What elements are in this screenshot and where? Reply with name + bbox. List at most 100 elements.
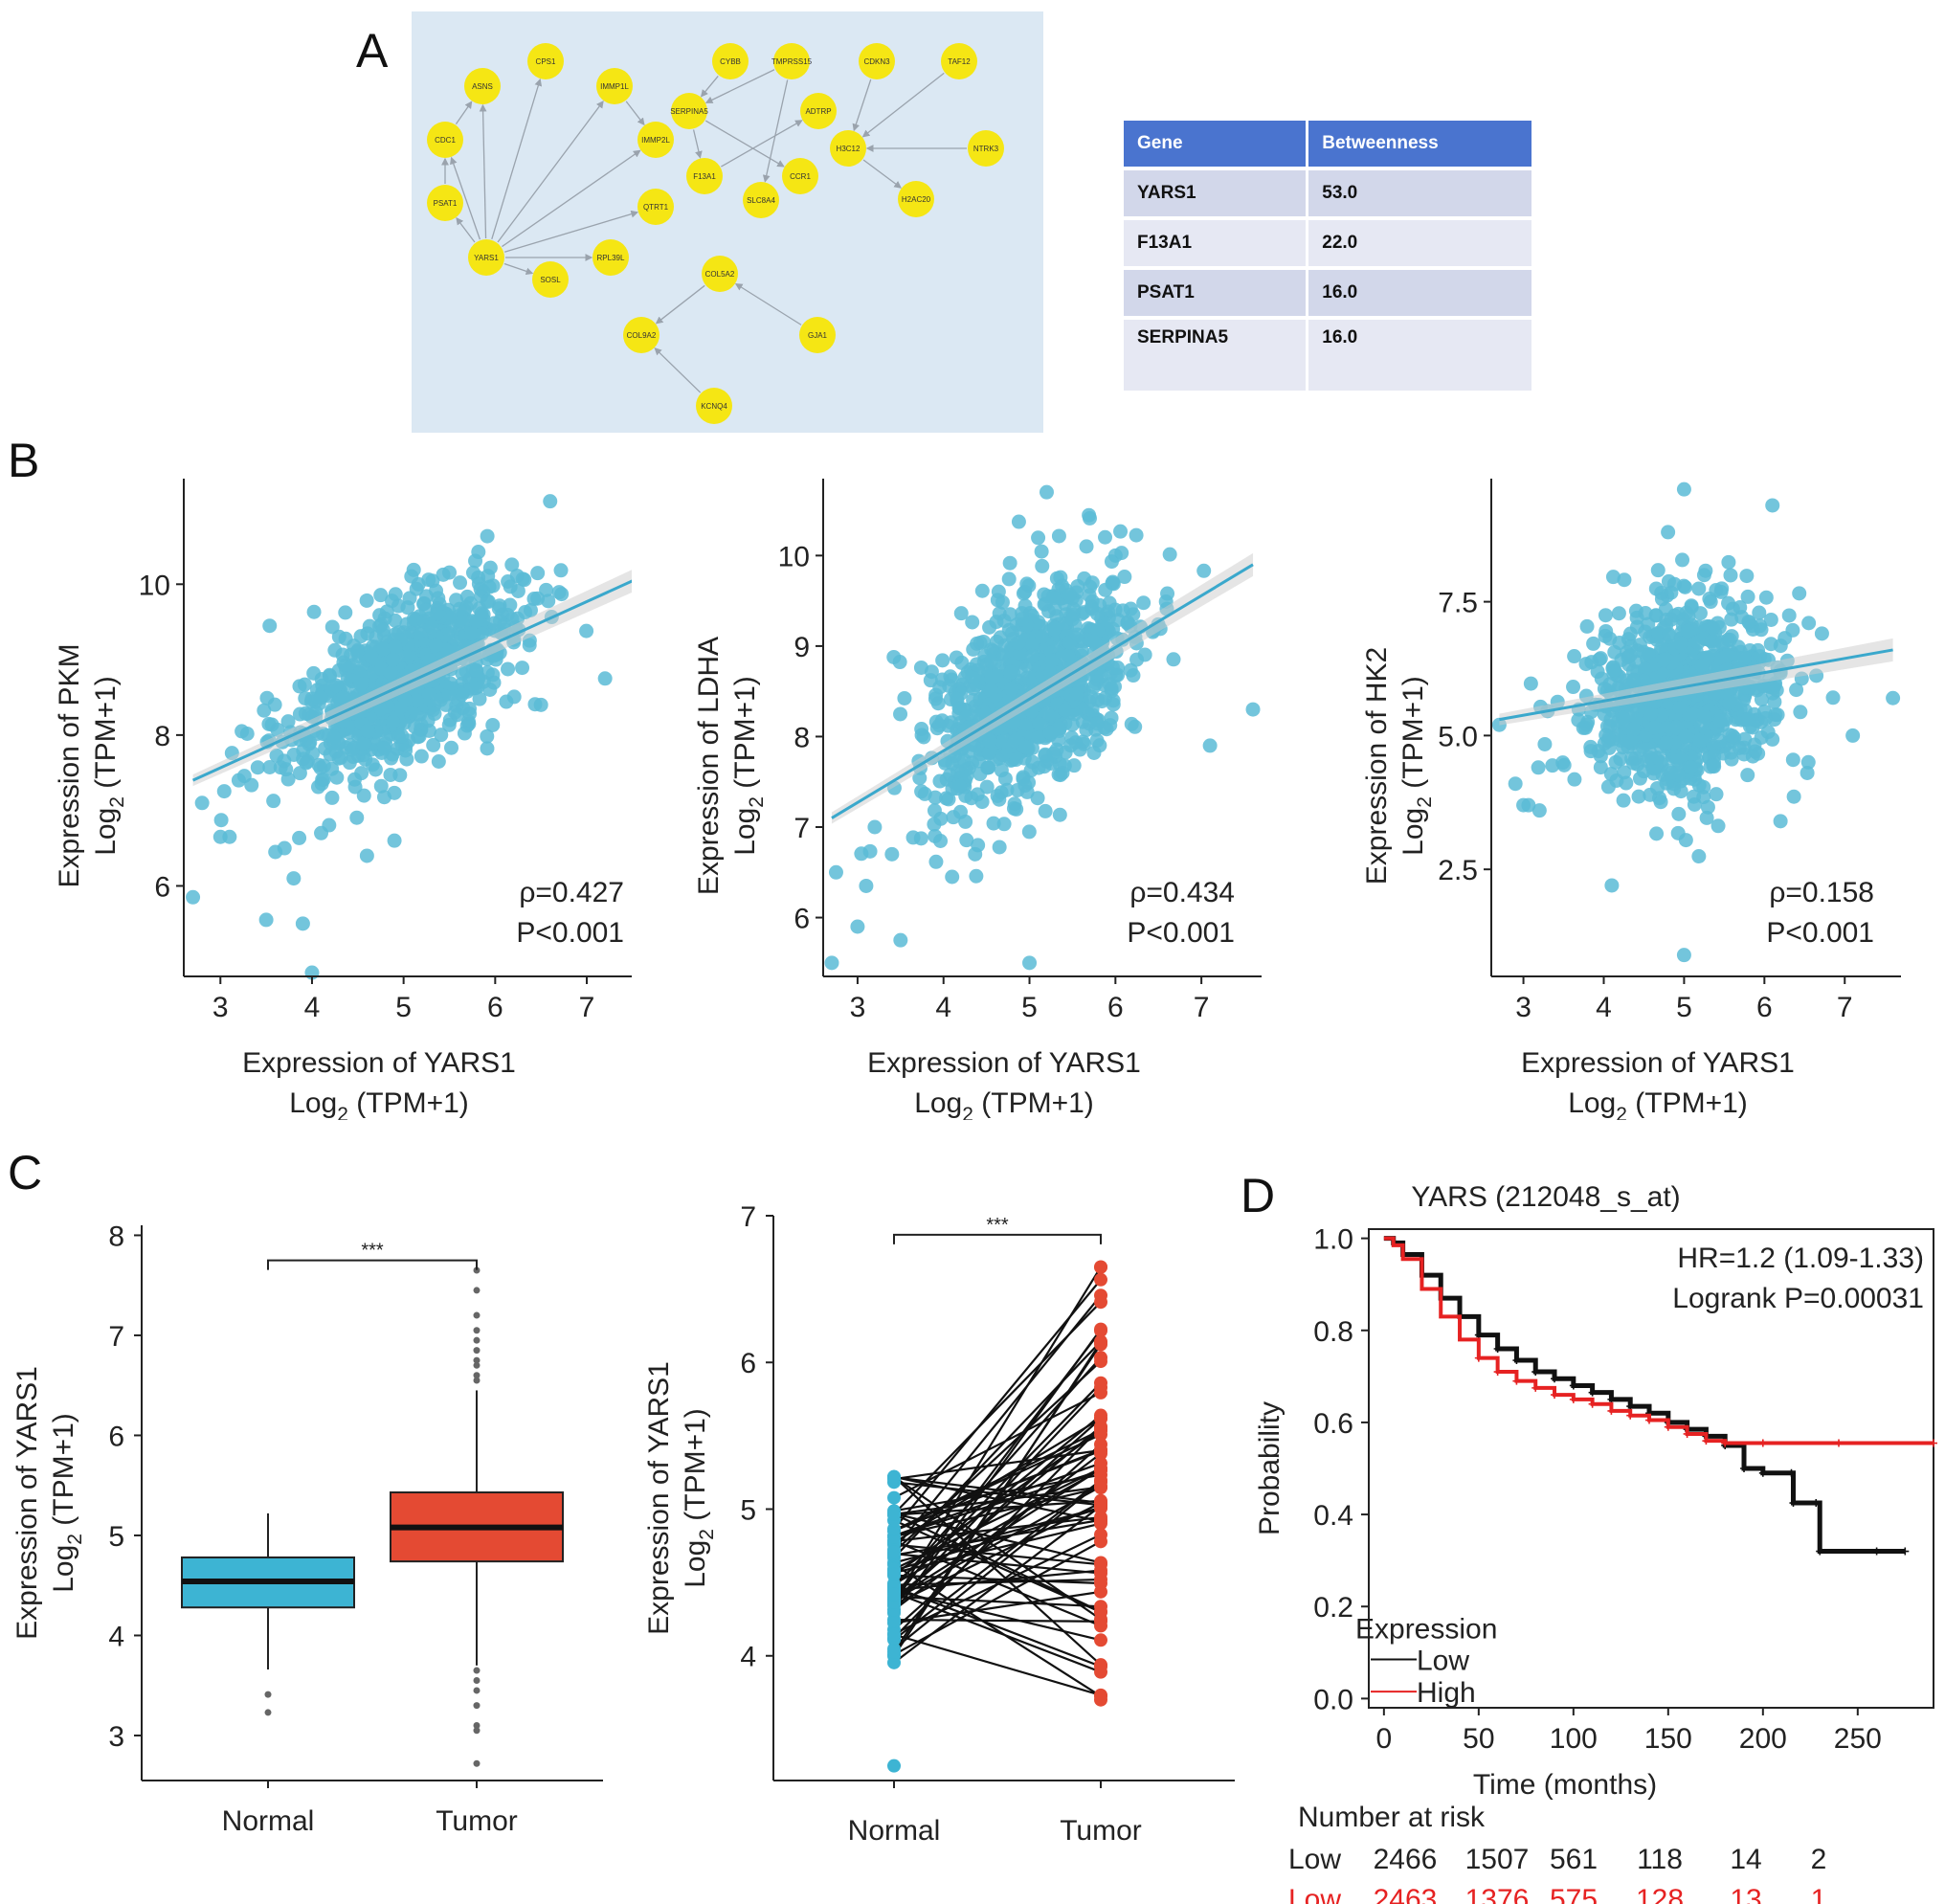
scatter-point <box>952 778 968 794</box>
scatter-point <box>1706 620 1721 636</box>
scatter-point-outlier <box>1765 498 1780 513</box>
table-cell-value: 16.0 <box>1306 320 1531 391</box>
network-edge <box>734 282 802 325</box>
scatter-point <box>1537 736 1553 751</box>
scatter-point <box>1567 772 1582 787</box>
y-tick-label: 10 <box>778 541 810 572</box>
network-node: RPL39L <box>592 239 629 276</box>
scatter-points <box>186 494 613 980</box>
scatter-point <box>1697 709 1712 725</box>
scatter-point <box>373 588 389 603</box>
significance-bracket <box>267 1259 478 1270</box>
paired-line <box>893 1618 1102 1623</box>
scatter-point <box>912 771 928 786</box>
scatter-point <box>353 677 369 692</box>
risk-cell-high: 2463 <box>1374 1884 1438 1904</box>
scatter-point-outlier <box>1107 548 1123 563</box>
paired-line <box>893 1506 1102 1564</box>
network-node-label: TMPRSS15 <box>771 57 813 66</box>
y-tick-label: 0.8 <box>1313 1316 1353 1348</box>
scatter-point <box>1706 758 1721 773</box>
risk-cell-high: 575 <box>1550 1884 1598 1904</box>
normal-point <box>887 1758 901 1773</box>
scatter-point <box>1040 706 1055 722</box>
paired-line <box>893 1487 1102 1538</box>
network-node-label: ASNS <box>472 82 493 91</box>
paired-line <box>893 1360 1102 1554</box>
scatter-point <box>441 717 457 732</box>
y-axis-label-log: Log2 (TPM+1) <box>1397 676 1436 856</box>
box-outlier <box>473 1311 481 1319</box>
scatter-point <box>464 626 480 641</box>
scatter-point <box>468 681 483 696</box>
network-node-circle <box>773 43 810 79</box>
paired-line <box>893 1591 1102 1673</box>
scatter-point <box>388 587 403 602</box>
network-node: TAF12 <box>941 43 977 79</box>
network-node-label: GJA1 <box>808 331 828 340</box>
censor-mark <box>1758 1439 1767 1447</box>
y-tick-label: 5 <box>740 1494 756 1526</box>
paired-line <box>893 1301 1102 1515</box>
scatter-point <box>1825 690 1841 706</box>
scatter-point-outlier <box>867 819 883 835</box>
scatter-point <box>1024 648 1040 663</box>
scatter-point <box>1018 740 1034 755</box>
network-node-label: QTRT1 <box>643 203 669 212</box>
censor-mark <box>1551 1375 1559 1383</box>
scatter-point <box>972 767 988 782</box>
scatter-point <box>1160 586 1175 601</box>
paired-line <box>893 1485 1102 1602</box>
x-axis-label-log: Log2 (TPM+1) <box>914 1087 1094 1120</box>
scatter-point <box>1669 720 1685 735</box>
scatter-point-outlier <box>286 871 302 886</box>
scatter-point <box>1598 628 1613 643</box>
x-tick-label: 4 <box>304 992 321 1023</box>
scatter-point <box>1035 558 1050 573</box>
scatter-point <box>1047 601 1062 616</box>
scatter-point <box>368 762 383 777</box>
scatter-point <box>1064 717 1080 732</box>
box-outlier <box>473 1676 481 1684</box>
paired-line <box>893 1467 1102 1601</box>
scatter-point <box>1083 579 1098 594</box>
censor-mark <box>1531 1368 1540 1377</box>
rho-label: ρ=0.427 <box>519 877 624 908</box>
scatter-point <box>480 728 495 744</box>
scatter-point <box>992 792 1007 807</box>
scatter-point <box>400 600 415 616</box>
scatter-point <box>1053 570 1068 585</box>
scatter-point <box>1136 595 1151 611</box>
table-cell-value: 16.0 <box>1306 270 1531 316</box>
scatter-point <box>966 681 981 696</box>
censor-mark <box>1607 1406 1616 1415</box>
scatter-point <box>373 702 389 717</box>
scatter-point <box>1069 686 1084 702</box>
scatter-point <box>442 565 458 580</box>
hazard-ratio-label: HR=1.2 (1.09-1.33) <box>1677 1243 1924 1274</box>
scatter-point <box>1616 793 1631 808</box>
paired-line <box>893 1266 1102 1602</box>
scatter-point <box>1801 616 1817 631</box>
scatter-point <box>1003 664 1018 680</box>
network-node-circle <box>527 43 564 79</box>
scatter-point <box>1751 746 1766 761</box>
legend-label-low: Low <box>1417 1646 1469 1677</box>
y-tick-label: 8 <box>794 722 810 753</box>
network-edge <box>654 347 702 393</box>
x-tick-label: 5 <box>1021 992 1038 1023</box>
scatter-point <box>457 726 472 741</box>
y-tick-label: 10 <box>139 570 170 601</box>
scatter-point <box>1709 787 1724 802</box>
scatter-point <box>950 764 965 779</box>
scatter-point <box>1692 732 1708 748</box>
censor-mark <box>1531 1383 1540 1392</box>
scatter-point-outlier <box>277 840 292 856</box>
network-node-circle <box>782 158 818 194</box>
tumor-point <box>1094 1605 1107 1620</box>
network-node-circle <box>898 181 934 217</box>
network-edge <box>503 262 534 276</box>
scatter-point-outlier <box>1508 776 1523 792</box>
risk-cell-low: 2 <box>1811 1844 1827 1875</box>
tumor-point <box>1094 1376 1107 1390</box>
